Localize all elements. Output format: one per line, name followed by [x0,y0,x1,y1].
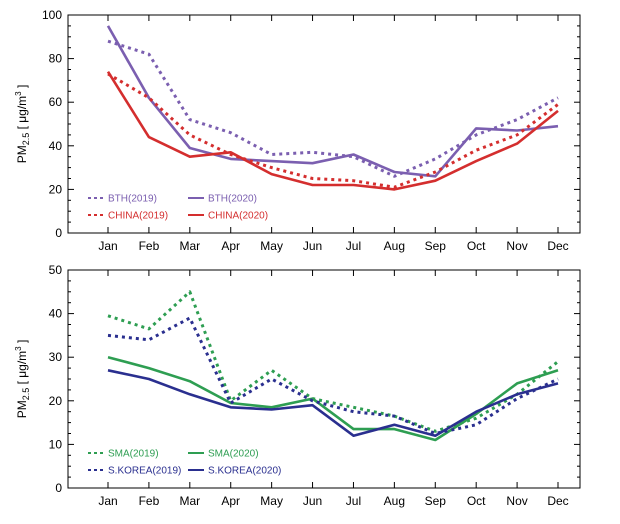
series-line-bth-2019 [107,39,559,178]
y-axis-label: PM2.5 [ μg/m3 ] [14,85,31,164]
legend: SMA(2019) SMA(2020) S.KOREA(2019) S.KOREA(2… [88,449,281,477]
x-tick-label: Jan [98,239,117,253]
y-axis-label: PM2.5 [ μg/m3 ] [14,340,31,419]
y-tick-label: 30 [49,350,63,364]
series-line-china-2020 [106,71,559,191]
legend-label: SMA(2020) [208,449,259,460]
x-tick-label: Nov [506,494,527,508]
chart-panel-2: 0 10 20 30 40 50 Jan Feb Mar Apr May Jun Jul Aug Sep Oc… [14,263,581,508]
x-tick-label: Aug [384,494,405,508]
y-tick-label: 0 [55,226,62,240]
y-tick-label: 50 [49,263,63,277]
x-tick-label: Oct [467,239,486,253]
x-tick-label: May [260,494,283,508]
series-line-china-2019 [107,72,559,189]
x-tick-label: Oct [467,494,486,508]
chart-panel-1: 0 20 40 60 80 100 Jan Feb Mar Apr May Jun Jul Aug Sep O… [14,8,581,253]
x-tick-label: Dec [547,494,568,508]
y-tick-label: 100 [42,8,62,22]
x-tick-label: Sep [425,494,447,508]
x-tick-label: Apr [221,239,240,253]
legend: BTH(2019) BTH(2020) CHINA(2019) CHINA(2020) [88,194,268,222]
x-tick-label: Mar [179,239,200,253]
legend-label: CHINA(2020) [208,211,268,222]
x-tick-label: Mar [179,494,200,508]
legend-label: CHINA(2019) [108,211,168,222]
x-tick-label: Feb [139,494,160,508]
series-line-s-korea-2020 [107,369,559,438]
legend-label: BTH(2019) [108,194,157,205]
series-line-s-korea-2019 [107,316,559,435]
x-tick-label: Sep [425,239,447,253]
series-line-bth-2020 [106,25,559,178]
x-tick-label: Nov [506,239,527,253]
x-tick-label: Aug [384,239,405,253]
y-tick-label: 40 [49,139,63,153]
y-tick-label: 10 [49,437,63,451]
x-tick-label: Apr [221,494,240,508]
y-tick-label: 60 [49,95,63,109]
x-tick-label: Jul [346,494,361,508]
series-line-sma-2020 [107,355,559,442]
y-tick-label: 20 [49,394,63,408]
x-tick-label: Dec [547,239,568,253]
legend-label: BTH(2020) [208,194,257,205]
x-tick-label: Feb [139,239,160,253]
legend-label: S.KOREA(2019) [108,466,181,477]
x-tick-label: Jun [303,494,322,508]
x-tick-label: Jul [346,239,361,253]
x-tick-label: May [260,239,283,253]
y-tick-label: 20 [49,182,63,196]
series-line-sma-2019 [107,290,559,433]
y-tick-label: 40 [49,307,63,321]
y-tick-label: 0 [55,481,62,495]
x-tick-label: Jun [303,239,322,253]
x-tick-label: Jan [98,494,117,508]
legend-label: SMA(2019) [108,449,159,460]
legend-label: S.KOREA(2020) [208,466,281,477]
y-tick-label: 80 [49,52,63,66]
